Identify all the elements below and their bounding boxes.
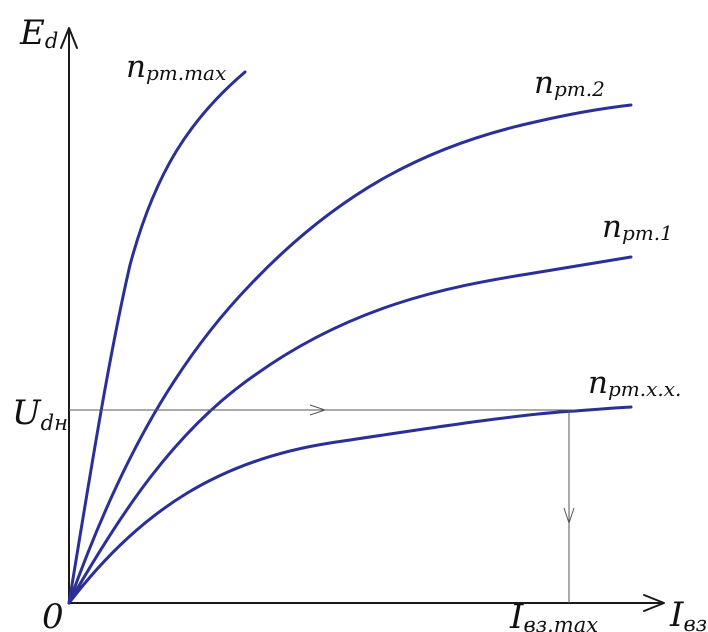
y-axis-arrow-icon (60, 27, 78, 49)
imax-label: Iвз.max (509, 597, 598, 632)
imax-guide-arrow-icon (563, 507, 575, 525)
x-axis-label: Iвз (669, 595, 707, 632)
curve-n-rt-max (67, 70, 247, 605)
curve-label-n-rt-xx: nрт.х.х. (588, 365, 681, 401)
y-axis-label: Ed (19, 13, 58, 53)
curve-label-n-rt-1: nрт.1 (602, 209, 673, 245)
x-axis-arrow-icon (643, 594, 665, 612)
curve-label-n-rt-2: nрт.2 (534, 65, 605, 101)
curve-n-rt-2 (67, 103, 633, 605)
origin-label: 0 (42, 597, 64, 632)
curve-n-rt-1 (67, 255, 633, 605)
udn-guide-arrow-icon (309, 404, 327, 416)
curve-n-rt-xx (67, 405, 633, 605)
curve-label-n-rt-max: nрт.max (126, 49, 226, 85)
udn-label: Udн (12, 393, 68, 435)
